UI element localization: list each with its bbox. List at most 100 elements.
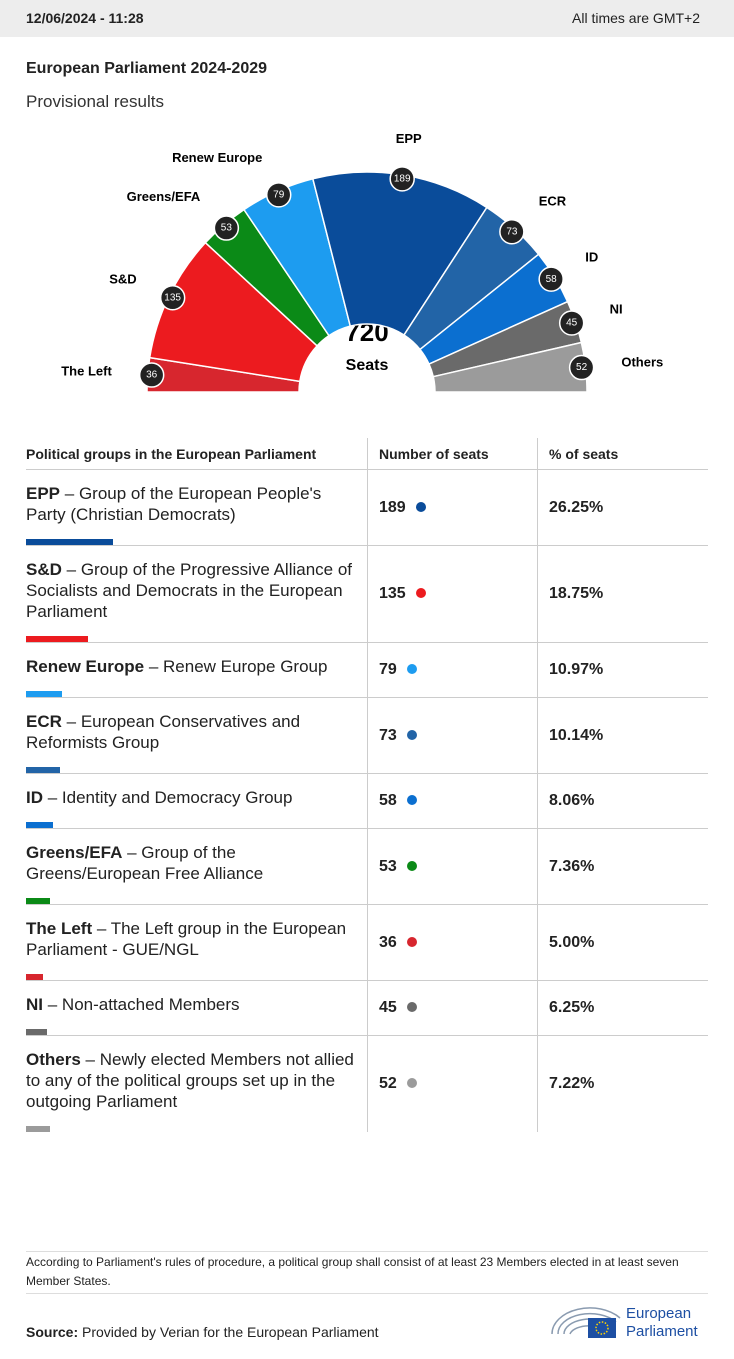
seat-bar (26, 822, 53, 828)
pct: 18.75% (549, 585, 604, 602)
pct-cell: 5.00% (537, 904, 708, 981)
color-dot (406, 860, 417, 871)
pct: 6.25% (549, 999, 595, 1016)
group-desc: – European Conservatives and Reformists … (26, 712, 301, 752)
value-badge (538, 266, 564, 292)
group-desc: – Group of the Progressive Alliance of S… (26, 560, 353, 621)
pct-cell: 26.25% (537, 469, 708, 546)
seat-bar (26, 767, 60, 773)
table-row: S&D – Group of the Progressive Alliance … (26, 545, 708, 643)
datetime: 12/06/2024 - 11:28 (26, 10, 144, 26)
seat-bar (26, 636, 89, 642)
color-dot (406, 795, 417, 805)
col-header: Number of seats (367, 438, 538, 470)
value-label: 36 (146, 370, 158, 381)
group-desc: – The Left group in the European Parliam… (26, 919, 347, 959)
group-cell: Renew Europe – Renew Europe Group (26, 642, 368, 698)
seat-bar (26, 1126, 50, 1132)
value-badge (138, 362, 165, 388)
category-label: The Left (61, 363, 112, 378)
pct: 26.25% (549, 498, 604, 516)
value-badge (499, 219, 525, 245)
results-table: Political groups in the European Parliam… (26, 438, 708, 1132)
value-label: 45 (566, 318, 578, 329)
category-label: NI (610, 302, 623, 317)
seat-bar (26, 974, 43, 980)
table-row: NI – Non-attached Members 45 6.25% (26, 980, 708, 1036)
title: European Parliament 2024-2029 (26, 60, 268, 77)
seats-cell: 36 (367, 904, 538, 981)
timezone: All times are GMT+2 (572, 10, 700, 26)
color-dot (406, 664, 417, 674)
value-badge (568, 354, 595, 381)
seats-cell: 135 (367, 545, 538, 643)
seat-segment (311, 171, 488, 337)
group-cell: Others – Newly elected Members not allie… (26, 1036, 368, 1132)
group-cell: S&D – Group of the Progressive Alliance … (26, 545, 368, 643)
value-label: 52 (576, 362, 588, 373)
category-label: S&D (109, 272, 136, 287)
seats: 53 (379, 857, 397, 875)
value-badge (558, 310, 585, 336)
seats: 52 (379, 1075, 397, 1092)
group-desc: – Newly elected Members not allied to an… (26, 1050, 354, 1111)
table-row: ECR – European Conservatives and Reformi… (26, 697, 708, 774)
seats: 189 (379, 498, 406, 516)
seats-cell: 79 (367, 642, 538, 698)
seats-cell: 189 (367, 469, 538, 546)
group-cell: Greens/EFA – Group of the Greens/Europea… (26, 828, 368, 905)
footnote: According to Parliament's rules of proce… (26, 1251, 708, 1294)
seats-cell: 52 (367, 1035, 538, 1132)
group-cell: ECR – European Conservatives and Reformi… (26, 697, 368, 774)
table-row: Greens/EFA – Group of the Greens/Europea… (26, 828, 708, 905)
col-header: % of seats (537, 438, 708, 470)
seats-cell: 53 (367, 828, 538, 905)
value-label: 135 (164, 292, 181, 303)
value-badge (389, 166, 415, 192)
color-dot (406, 1002, 417, 1012)
logo-text: Parliament (626, 1323, 699, 1340)
table-row: Others – Newly elected Members not allie… (26, 1035, 708, 1132)
source-label: Source: (26, 1324, 79, 1340)
pct: 5.00% (549, 933, 595, 951)
group-desc: – Group of the Greens/European Free Alli… (26, 843, 264, 883)
pct-cell: 6.25% (537, 980, 708, 1036)
color-dot (406, 936, 417, 947)
group-cell: NI – Non-attached Members (26, 980, 368, 1036)
seats-cell: 73 (367, 697, 538, 774)
seat-bar (26, 691, 63, 697)
group-cell: The Left – The Left group in the Europea… (26, 904, 368, 981)
value-label: 58 (546, 274, 558, 285)
category-label: Renew Europe (172, 150, 262, 165)
group-name: The Left (26, 919, 93, 938)
top-bar: 12/06/2024 - 11:28 All times are GMT+2 (0, 0, 734, 37)
group-name: NI (26, 995, 43, 1014)
pct-cell: 18.75% (537, 545, 708, 643)
group-name: Others (26, 1050, 81, 1069)
color-dot (415, 588, 426, 598)
seats: 79 (379, 661, 397, 678)
table-row: ID – Identity and Democracy Group 58 8.06% (26, 773, 708, 829)
col-header: Political groups in the European Parliam… (26, 438, 368, 470)
value-label: 189 (394, 174, 411, 185)
seats: 135 (379, 585, 406, 602)
group-desc: – Group of the European People's Party (… (26, 484, 322, 524)
category-label: ECR (539, 194, 567, 209)
group-name: EPP (26, 484, 61, 503)
seats-cell: 58 (367, 773, 538, 829)
category-label: Others (621, 354, 663, 369)
seats: 58 (379, 792, 397, 809)
group-cell: EPP – Group of the European People's Par… (26, 469, 368, 546)
group-name: S&D (26, 560, 62, 579)
pct: 10.14% (549, 726, 604, 744)
pct-cell: 10.97% (537, 642, 708, 698)
seats-cell: 45 (367, 980, 538, 1036)
source: Source: Provided by Verian for the Europ… (26, 1324, 379, 1340)
value-badge (213, 215, 240, 241)
pct: 10.97% (549, 661, 604, 678)
group-cell: ID – Identity and Democracy Group (26, 773, 368, 829)
value-label: 73 (506, 226, 518, 237)
seat-bar (26, 539, 113, 545)
table-row: Renew Europe – Renew Europe Group 79 10.97… (26, 642, 708, 698)
pct-cell: 10.14% (537, 697, 708, 774)
